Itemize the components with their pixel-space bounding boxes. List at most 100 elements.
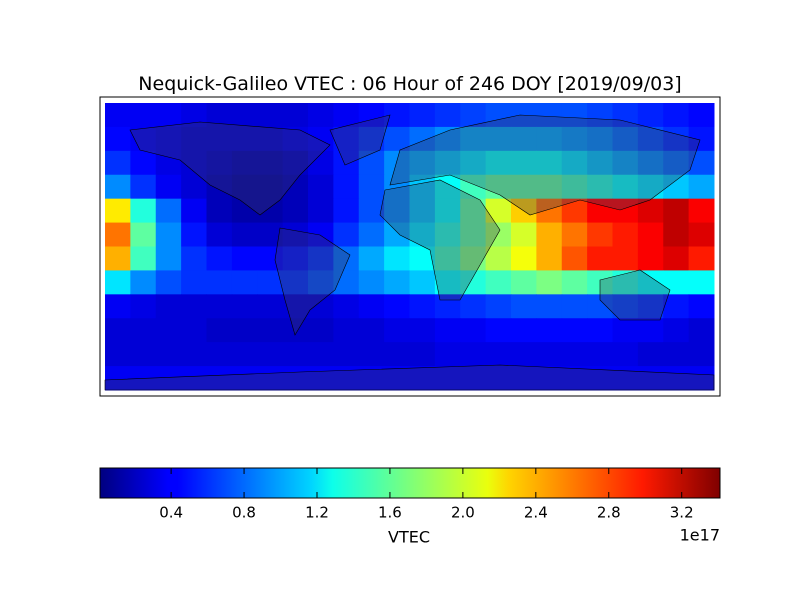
- heatmap-cell: [688, 103, 715, 128]
- heatmap-cell: [384, 270, 410, 295]
- heatmap-cell: [105, 342, 131, 367]
- heatmap-cell: [460, 318, 487, 343]
- heatmap-cell: [206, 198, 233, 224]
- heatmap-cell: [434, 222, 461, 247]
- heatmap: [105, 103, 715, 391]
- heatmap-cell: [257, 342, 284, 367]
- heatmap-cell: [663, 270, 690, 295]
- heatmap-cell: [231, 246, 258, 271]
- heatmap-cell: [130, 222, 157, 247]
- heatmap-cell: [587, 318, 613, 343]
- heatmap-cell: [409, 222, 436, 247]
- heatmap-cell: [434, 103, 461, 128]
- heatmap-cell: [637, 342, 664, 367]
- heatmap-cell: [511, 246, 537, 271]
- heatmap-cell: [358, 294, 385, 319]
- heatmap-cell: [155, 294, 182, 319]
- heatmap-cell: [282, 246, 309, 271]
- heatmap-cell: [358, 150, 385, 176]
- heatmap-cell: [155, 366, 182, 391]
- heatmap-cell: [485, 366, 512, 391]
- heatmap-cell: [561, 222, 588, 247]
- heatmap-cell: [181, 366, 207, 391]
- heatmap-cell: [536, 270, 563, 295]
- heatmap-cell: [561, 318, 588, 343]
- heatmap-cell: [231, 342, 258, 367]
- heatmap-cell: [333, 150, 360, 176]
- heatmap-cell: [130, 294, 157, 319]
- heatmap-cell: [105, 103, 131, 128]
- south-america: [274, 227, 351, 336]
- colorbar-tick-label: 3.2: [670, 504, 694, 522]
- heatmap-cell: [282, 198, 309, 224]
- heatmap-cell: [587, 246, 613, 271]
- heatmap-cell: [637, 294, 664, 319]
- heatmap-cell: [181, 342, 207, 367]
- heatmap-cell: [333, 222, 360, 247]
- heatmap-cell: [308, 342, 334, 367]
- heatmap-cell: [434, 174, 461, 200]
- heatmap-cell: [181, 198, 207, 224]
- heatmap-cell: [485, 150, 512, 176]
- heatmap-cell: [308, 126, 334, 152]
- heatmap-cell: [105, 150, 131, 176]
- heatmap-cell: [231, 270, 258, 295]
- heatmap-cell: [181, 270, 207, 295]
- heatmap-cell: [384, 294, 410, 319]
- heatmap-cell: [663, 294, 690, 319]
- heatmap-cell: [612, 294, 639, 319]
- heatmap-cell: [231, 103, 258, 128]
- heatmap-cell: [511, 366, 537, 391]
- heatmap-cell: [688, 246, 715, 271]
- heatmap-cell: [587, 222, 613, 247]
- heatmap-cell: [206, 366, 233, 391]
- heatmap-cell: [612, 246, 639, 271]
- heatmap-cell: [358, 103, 385, 128]
- heatmap-cell: [333, 270, 360, 295]
- heatmap-cell: [105, 174, 131, 200]
- heatmap-cell: [612, 174, 639, 200]
- heatmap-cell: [663, 366, 690, 391]
- heatmap-cell: [257, 366, 284, 391]
- heatmap-cell: [688, 294, 715, 319]
- heatmap-cell: [637, 366, 664, 391]
- heatmap-cell: [308, 366, 334, 391]
- heatmap-cell: [130, 150, 157, 176]
- heatmap-cell: [257, 198, 284, 224]
- heatmap-cell: [181, 126, 207, 152]
- heatmap-cell: [637, 318, 664, 343]
- heatmap-cell: [536, 342, 563, 367]
- heatmap-cell: [358, 126, 385, 152]
- heatmap-cell: [308, 270, 334, 295]
- heatmap-cell: [308, 222, 334, 247]
- heatmap-cell: [105, 222, 131, 247]
- heatmap-cell: [536, 366, 563, 391]
- heatmap-cell: [511, 174, 537, 200]
- heatmap-cell: [130, 198, 157, 224]
- heatmap-cell: [409, 150, 436, 176]
- heatmap-cell: [637, 150, 664, 176]
- heatmap-cell: [688, 318, 715, 343]
- heatmap-cell: [485, 246, 512, 271]
- heatmap-cell: [409, 270, 436, 295]
- heatmap-cell: [434, 270, 461, 295]
- heatmap-cell: [130, 103, 157, 128]
- heatmap-cell: [688, 126, 715, 152]
- colorbar: [99, 467, 721, 499]
- heatmap-cell: [257, 318, 284, 343]
- heatmap-cell: [688, 150, 715, 176]
- heatmap-cell: [409, 126, 436, 152]
- heatmap-cell: [206, 174, 233, 200]
- coastlines: [104, 114, 715, 391]
- heatmap-cell: [688, 270, 715, 295]
- heatmap-cell: [206, 342, 233, 367]
- heatmap-cell: [409, 318, 436, 343]
- heatmap-cell: [130, 342, 157, 367]
- heatmap-cell: [358, 222, 385, 247]
- heatmap-cell: [308, 294, 334, 319]
- heatmap-cell: [460, 126, 487, 152]
- heatmap-cell: [460, 366, 487, 391]
- heatmap-cell: [460, 174, 487, 200]
- heatmap-cell: [308, 103, 334, 128]
